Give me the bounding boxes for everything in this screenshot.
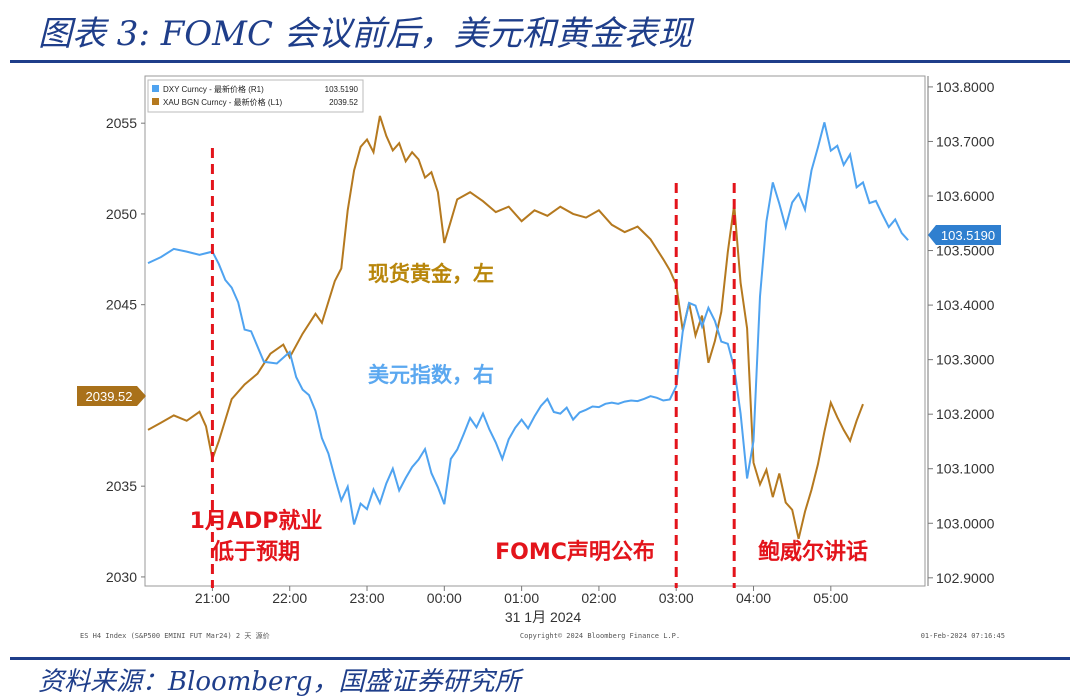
- right-tick-label: 103.3000: [936, 352, 995, 368]
- x-axis-ticks: 21:00 22:00 23:00 00:00 01:00 02:00 03:00 04:00…: [195, 586, 849, 606]
- legend: DXY Curncy - 最新价格 (R1) 103.5190 XAU BGN …: [147, 79, 364, 113]
- source-note: 资料来源：Bloomberg，国盛证券研究所: [38, 667, 521, 697]
- left-tick-label: 2035: [106, 478, 137, 494]
- x-tick-label: 03:00: [659, 590, 694, 606]
- adp-annotation-line2: 低于预期: [211, 540, 300, 565]
- x-date-label: 31 1月 2024: [505, 609, 581, 625]
- left-tick-label: 2055: [106, 115, 137, 131]
- dxy-series-line: [147, 122, 909, 525]
- bloomberg-copyright: Copyright© 2024 Bloomberg Finance L.P.: [520, 632, 680, 640]
- fomc-annotation: FOMC声明公布: [495, 539, 655, 565]
- x-tick-label: 04:00: [736, 590, 771, 606]
- right-tick-label: 103.4000: [936, 297, 995, 313]
- bottom-rule: [10, 657, 1070, 660]
- top-rule: [10, 60, 1070, 63]
- x-tick-label: 22:00: [272, 590, 307, 606]
- right-tick-label: 103.8000: [936, 79, 995, 95]
- left-tick-label: 2030: [106, 569, 137, 585]
- dxy-last-value-callout: 103.5190: [928, 225, 1001, 245]
- legend-swatch-gold: [152, 98, 159, 105]
- x-tick-label: 05:00: [813, 590, 848, 606]
- figure-title: 图表 3: FOMC 会议前后，美元和黄金表现: [38, 14, 692, 54]
- gold-series-label: 现货黄金，左: [368, 262, 494, 286]
- legend-gold-name: XAU BGN Curncy - 最新价格 (L1): [163, 97, 282, 107]
- legend-swatch-dxy: [152, 85, 159, 92]
- x-tick-label: 21:00: [195, 590, 230, 606]
- x-tick-label: 23:00: [349, 590, 384, 606]
- right-tick-label: 103.1000: [936, 461, 995, 477]
- right-tick-label: 102.9000: [936, 570, 995, 586]
- event-lines: [210, 148, 736, 588]
- x-tick-label: 01:00: [504, 590, 539, 606]
- adp-annotation-line1: 1月ADP就业: [190, 508, 323, 534]
- legend-gold-value: 2039.52: [329, 98, 358, 107]
- dxy-last-value: 103.5190: [941, 228, 995, 243]
- left-axis-ticks: 205520502045204020352030: [106, 115, 145, 585]
- x-tick-label: 00:00: [427, 590, 462, 606]
- gold-last-value-callout: 2039.52: [77, 386, 146, 406]
- left-tick-label: 2045: [106, 297, 137, 313]
- right-tick-label: 103.5000: [936, 243, 995, 259]
- gold-series-line: [147, 115, 864, 540]
- left-tick-label: 2050: [106, 206, 137, 222]
- legend-dxy-value: 103.5190: [325, 85, 359, 94]
- legend-dxy-name: DXY Curncy - 最新价格 (R1): [163, 84, 264, 94]
- right-tick-label: 103.2000: [936, 406, 995, 422]
- right-axis-ticks: 103.8000 103.7000 103.6000 103.5000 103.4000…: [928, 79, 995, 586]
- gold-last-value: 2039.52: [86, 389, 133, 404]
- bloomberg-timestamp: 01-Feb-2024 07:16:45: [921, 632, 1005, 640]
- right-tick-label: 103.0000: [936, 515, 995, 531]
- right-tick-label: 103.7000: [936, 133, 995, 149]
- x-tick-label: 02:00: [581, 590, 616, 606]
- dxy-series-label: 美元指数，右: [368, 363, 494, 387]
- plot-area: [144, 75, 926, 587]
- right-tick-label: 103.6000: [936, 188, 995, 204]
- powell-annotation: 鲍威尔讲话: [758, 539, 868, 565]
- bloomberg-ticker-note: ES H4 Index (S&P500 EMINI FUT Mar24) 2 天…: [80, 631, 270, 640]
